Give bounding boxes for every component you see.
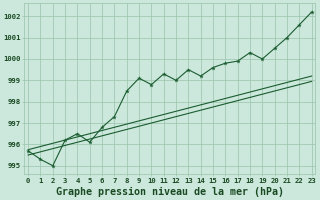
X-axis label: Graphe pression niveau de la mer (hPa): Graphe pression niveau de la mer (hPa) (56, 186, 284, 197)
